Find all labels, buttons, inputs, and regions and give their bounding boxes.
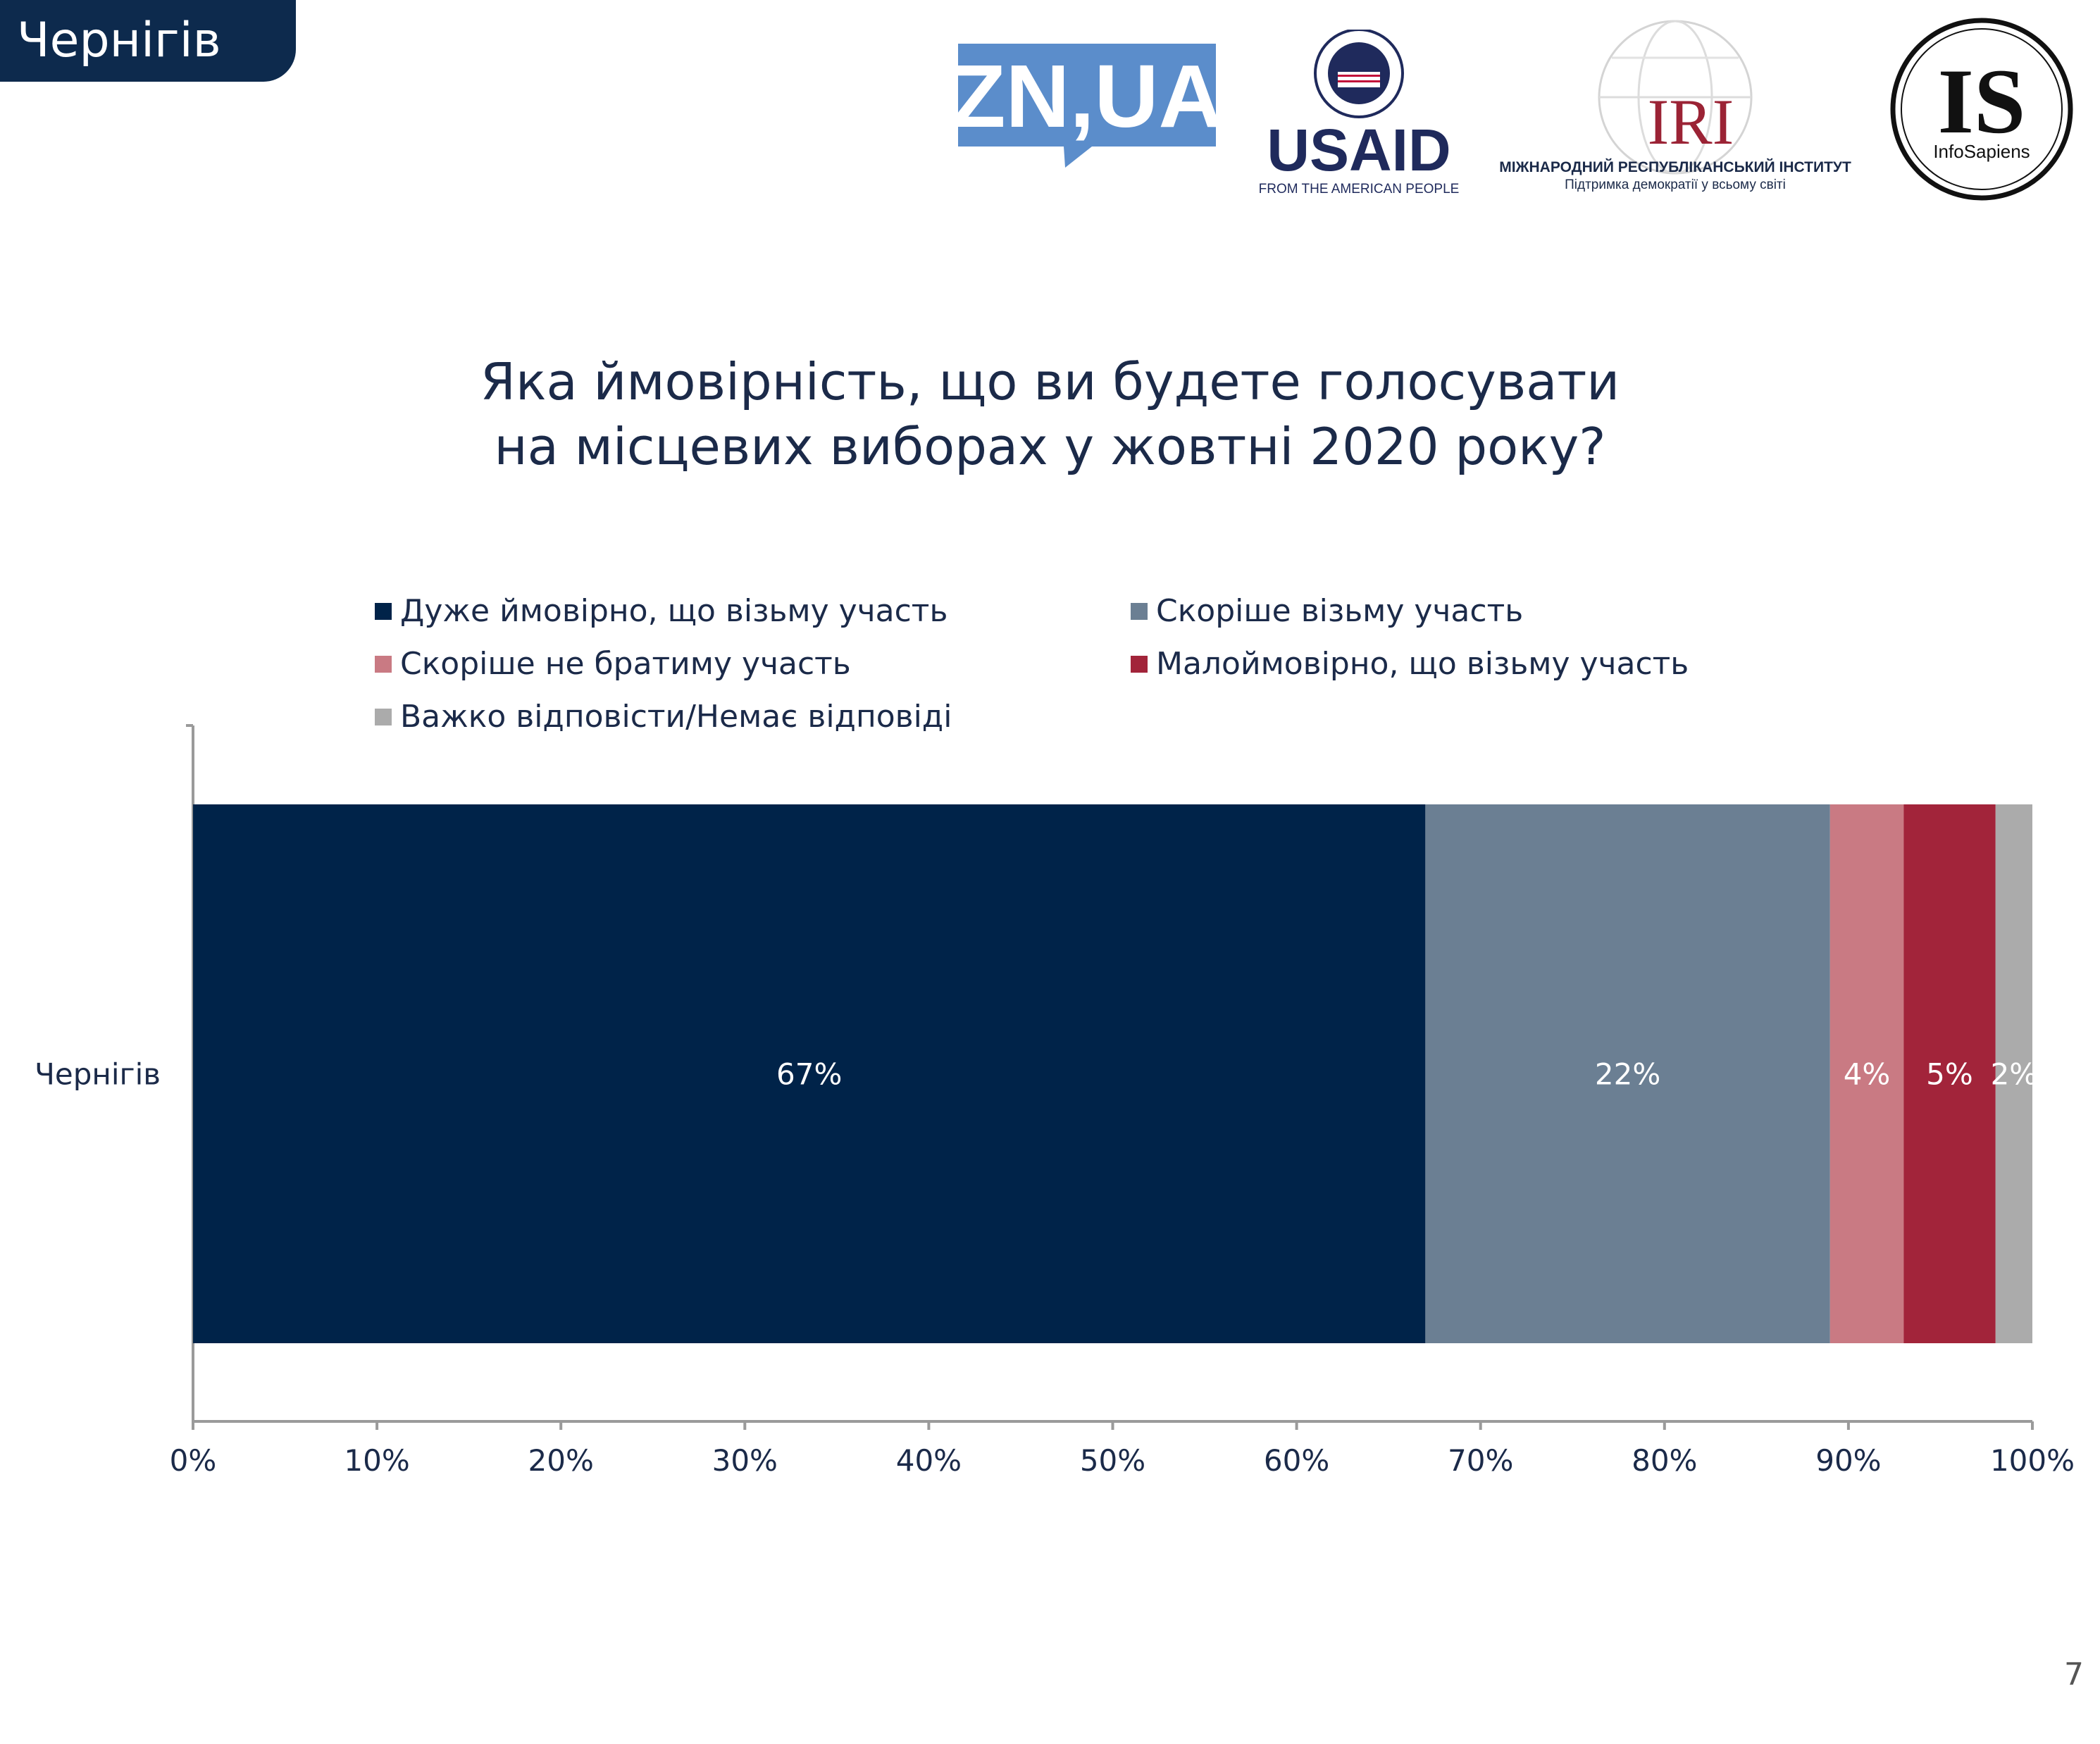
usaid-logo-text: USAID <box>1267 117 1450 183</box>
legend-label-rather-will: Скоріше візьму участь <box>1156 593 1524 629</box>
category-label: Чернігів <box>35 1057 161 1092</box>
bar-data-label: 22% <box>1595 1057 1660 1092</box>
infosapiens-name: InfoSapiens <box>1933 141 2030 162</box>
x-tick-label: 60% <box>1264 1443 1329 1478</box>
x-tick-label: 20% <box>528 1443 594 1478</box>
iri-logo: IRI МІЖНАРОДНИЙ РЕСПУБЛІКАНСЬКИЙ ІНСТИТУ… <box>1499 20 1851 192</box>
usaid-tagline: FROM THE AMERICAN PEOPLE <box>1259 182 1460 197</box>
legend-swatch-very-likely <box>375 603 392 620</box>
infosapiens-logo: IS InfoSapiens <box>1890 18 2073 201</box>
znua-logo-text: ZN,UA <box>958 46 1216 146</box>
znua-logo: ZN,UA <box>958 44 1216 168</box>
chart-title-line-1: Яка ймовірність, що ви будете голосувати <box>480 352 1620 411</box>
legend-swatch-rather-will <box>1131 603 1148 620</box>
city-tab: Чернігів <box>0 0 296 82</box>
legend-swatch-rather-not <box>375 656 392 673</box>
city-tab-label: Чернігів <box>17 13 221 68</box>
bar-segment <box>1903 804 1996 1343</box>
legend-swatch-hard-to-say <box>375 709 392 725</box>
x-tick-label: 70% <box>1448 1443 1513 1478</box>
iri-tagline: Підтримка демократії у всьому світі <box>1565 177 1786 192</box>
iri-logo-text: IRI <box>1648 86 1734 158</box>
legend-label-hard-to-say: Важко відповісти/Немає відповіді <box>400 699 952 735</box>
chart-title: Яка ймовірність, що ви будете голосувати… <box>0 349 2100 479</box>
x-tick-label: 10% <box>344 1443 409 1478</box>
bar-segment <box>193 804 1426 1343</box>
bar-data-label: 5% <box>1926 1057 1973 1092</box>
bar-segment <box>1995 804 2032 1343</box>
bar-segment <box>1829 804 1904 1343</box>
bar-segment <box>1425 804 1830 1343</box>
legend-label-very-likely: Дуже ймовірно, що візьму участь <box>400 593 948 629</box>
x-tick-label: 90% <box>1815 1443 1881 1478</box>
legend-item-hard-to-say: Важко відповісти/Немає відповіді <box>375 697 952 737</box>
page-number: 7 <box>2064 1657 2084 1693</box>
legend-label-rather-not: Скоріше не братиму участь <box>400 646 851 682</box>
x-tick-label: 100% <box>1990 1443 2075 1478</box>
x-tick-label: 50% <box>1080 1443 1145 1478</box>
legend-item-very-likely: Дуже ймовірно, що візьму участь <box>375 592 948 631</box>
x-tick-label: 30% <box>712 1443 778 1478</box>
x-tick-label: 40% <box>896 1443 962 1478</box>
legend-item-rather-not: Скоріше не братиму участь <box>375 644 851 684</box>
legend-item-unlikely: Малоймовірно, що візьму участь <box>1131 644 1689 684</box>
legend-item-rather-will: Скоріше візьму участь <box>1131 592 1523 631</box>
infosapiens-logo-text: IS <box>1938 49 2026 153</box>
bar-data-label: 4% <box>1844 1057 1891 1092</box>
legend-label-unlikely: Малоймовірно, що візьму участь <box>1156 646 1689 682</box>
bar-data-label: 2% <box>1991 1057 2038 1092</box>
bar-data-label: 67% <box>776 1057 842 1092</box>
legend-swatch-unlikely <box>1131 656 1148 673</box>
x-tick-label: 0% <box>170 1443 217 1478</box>
usaid-logo: USAID FROM THE AMERICAN PEOPLE <box>1259 30 1460 197</box>
x-tick-label: 80% <box>1632 1443 1697 1478</box>
chart-title-line-2: на місцевих виборах у жовтні 2020 року? <box>494 417 1606 476</box>
iri-name: МІЖНАРОДНИЙ РЕСПУБЛІКАНСЬКИЙ ІНСТИТУТ <box>1499 158 1851 175</box>
